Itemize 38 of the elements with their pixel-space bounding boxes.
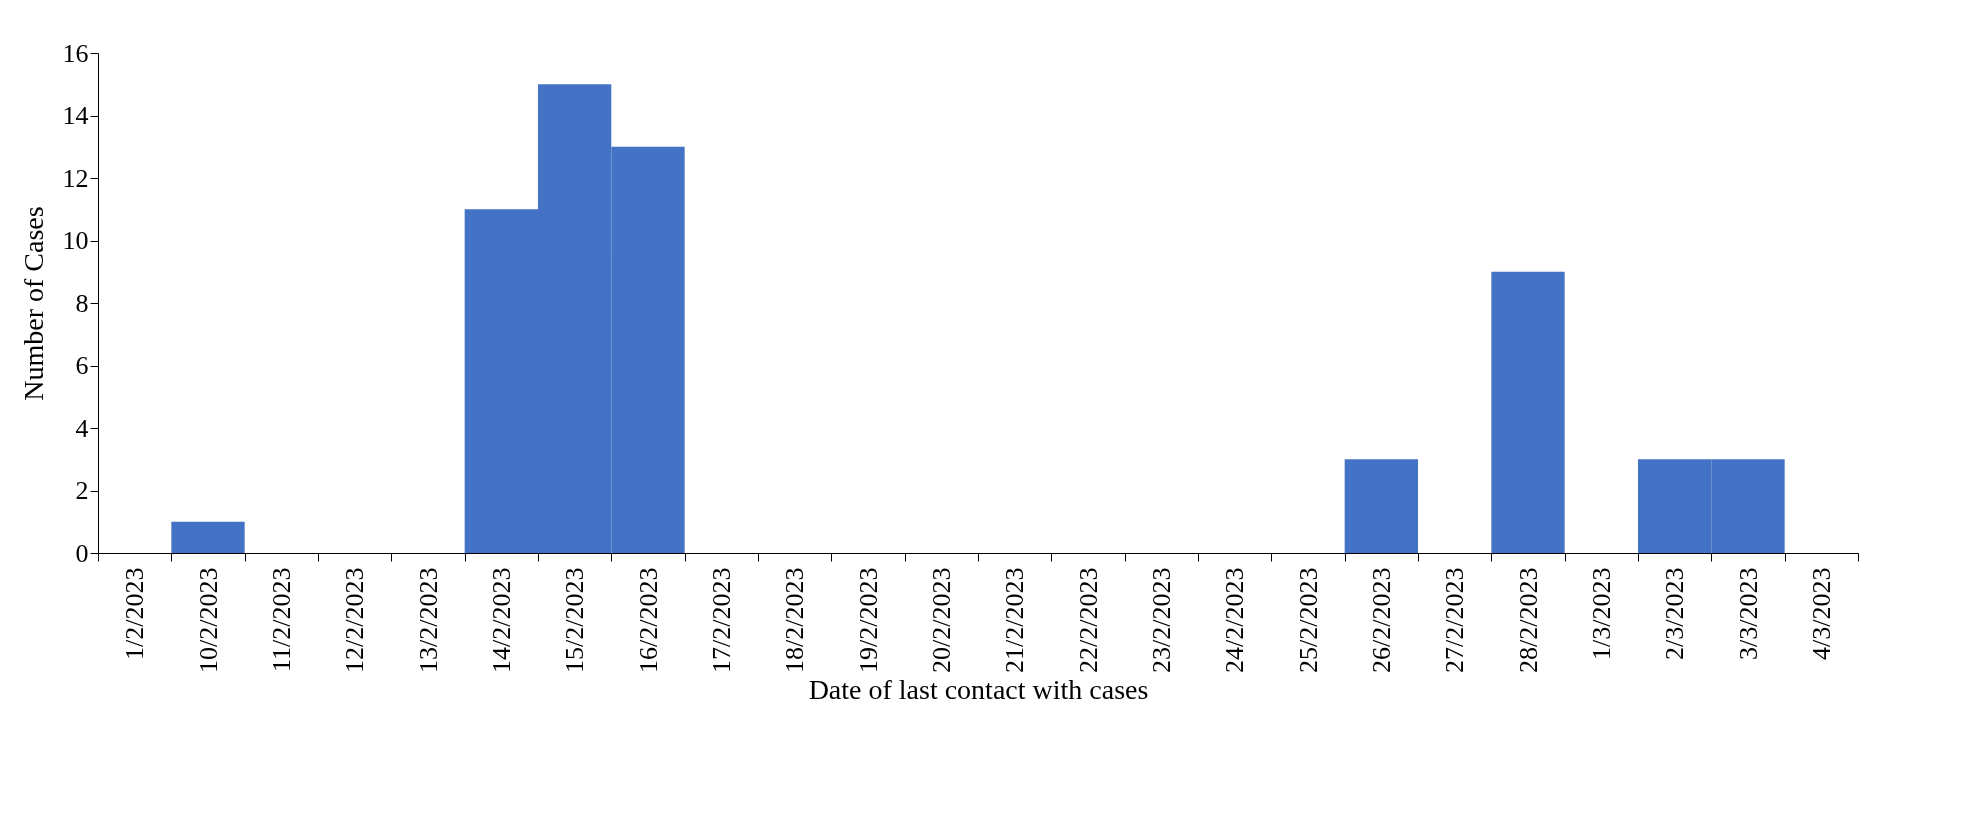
y-tick-label: 16 bbox=[62, 38, 89, 68]
x-tick-label: 23/2/2023 bbox=[1146, 567, 1176, 673]
y-tick-label: 4 bbox=[75, 413, 89, 443]
x-tick-label: 19/2/2023 bbox=[853, 567, 883, 673]
x-tick-label: 11/2/2023 bbox=[266, 567, 296, 672]
x-tick-label: 17/2/2023 bbox=[706, 567, 736, 673]
y-tick-label: 0 bbox=[75, 538, 89, 568]
x-axis-title: Date of last contact with cases bbox=[808, 673, 1149, 705]
y-tick-label: 10 bbox=[62, 226, 89, 255]
x-tick-label: 2/3/2023 bbox=[1660, 567, 1690, 660]
x-tick-label: 4/3/2023 bbox=[1806, 567, 1836, 660]
y-tick-label: 2 bbox=[75, 476, 89, 505]
x-tick-label: 13/2/2023 bbox=[413, 567, 443, 673]
x-tick-label: 24/2/2023 bbox=[1220, 567, 1250, 673]
x-tick-label: 22/2/2023 bbox=[1073, 567, 1103, 673]
y-axis-title: Number of Cases bbox=[17, 206, 49, 401]
x-tick-label: 12/2/2023 bbox=[340, 567, 370, 673]
bar bbox=[1491, 271, 1565, 553]
x-tick-label: 15/2/2023 bbox=[560, 567, 590, 673]
y-tick-label: 12 bbox=[62, 163, 89, 193]
bar bbox=[171, 521, 245, 553]
x-tick-label: 10/2/2023 bbox=[193, 567, 223, 673]
x-tick-label: 28/2/2023 bbox=[1513, 567, 1543, 673]
x-tick-label: 20/2/2023 bbox=[926, 567, 956, 673]
x-tick-label: 26/2/2023 bbox=[1366, 567, 1396, 673]
y-tick-label: 14 bbox=[62, 101, 89, 130]
bar bbox=[1344, 459, 1418, 553]
x-tick-label: 18/2/2023 bbox=[780, 567, 810, 673]
x-tick-label: 16/2/2023 bbox=[633, 567, 663, 673]
x-tick-label: 27/2/2023 bbox=[1440, 567, 1470, 673]
y-tick-label: 8 bbox=[75, 288, 89, 318]
x-tick-label: 3/3/2023 bbox=[1733, 567, 1763, 660]
x-tick-label: 1/2/2023 bbox=[120, 567, 150, 660]
x-tick-label: 21/2/2023 bbox=[1000, 567, 1030, 673]
x-tick-label: 25/2/2023 bbox=[1293, 567, 1323, 673]
x-tick-label: 1/3/2023 bbox=[1586, 567, 1616, 660]
x-tick-label: 14/2/2023 bbox=[486, 567, 516, 673]
y-tick-label: 6 bbox=[75, 351, 89, 380]
